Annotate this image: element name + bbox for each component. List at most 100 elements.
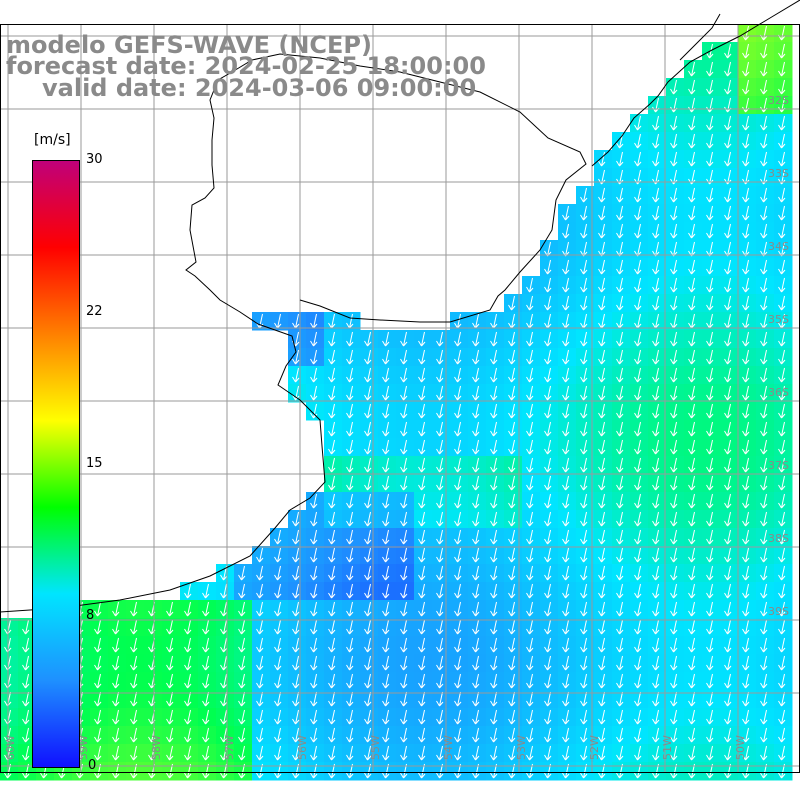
wind-arrow [256,637,264,653]
wind-arrow [616,259,624,275]
wind-arrow [310,511,318,527]
wind-arrow [346,637,354,653]
longitude-label: 60W [4,735,17,760]
wind-arrow [616,403,624,419]
wind-arrow [670,529,678,545]
wind-arrow [472,457,480,473]
wind-arrow [436,637,444,653]
wind-arrow [688,655,696,671]
wind-arrow [472,637,480,653]
wind-arrow [742,673,750,689]
wind-arrow [436,565,444,581]
wind-arrow [562,475,570,491]
wind-arrow [688,565,696,581]
wind-arrow [778,637,786,653]
wind-arrow [508,727,516,743]
wind-arrow [778,385,786,401]
wind-arrow [598,367,606,383]
wind-arrow [292,367,300,383]
wind-arrow [238,673,246,689]
wind-arrow [670,313,678,329]
wind-arrow [616,367,624,383]
wind-arrow [598,529,606,545]
wind-arrow [238,583,246,599]
wind-arrow [652,277,660,293]
wind-arrow [724,349,732,365]
wind-arrow [382,727,390,743]
wind-arrow [724,151,732,167]
wind-arrow [292,745,300,761]
wind-arrow [778,565,786,581]
wind-arrow [328,475,336,491]
wind-arrow [292,565,300,581]
coastline-east [591,0,800,167]
wind-arrow [580,619,588,635]
wind-arrow [688,421,696,437]
wind-arrow [634,277,642,293]
wind-arrow [328,601,336,617]
wind-arrow [508,547,516,563]
wind-arrow [382,421,390,437]
wind-arrow [292,547,300,563]
wind-arrow [418,655,426,671]
wind-arrow [454,619,462,635]
wind-arrow [364,583,372,599]
wind-arrow [364,457,372,473]
wind-arrow [130,727,138,743]
wind-arrow [274,529,282,545]
wind-arrow [562,403,570,419]
wind-arrow [616,619,624,635]
wind-arrow [346,619,354,635]
wind-arrow [490,727,498,743]
wind-arrow [616,385,624,401]
wind-arrow [202,691,210,707]
wind-arrow [706,691,714,707]
wind-arrow [616,547,624,563]
wind-arrow [634,673,642,689]
wind-arrow [688,619,696,635]
wind-arrow [112,727,120,743]
wind-arrow [256,601,264,617]
wind-arrow [652,475,660,491]
wind-arrow [400,385,408,401]
wind-arrow [598,727,606,743]
longitude-label: 58W [150,735,163,760]
wind-arrow [328,367,336,383]
colorbar-tick-label: 15 [86,456,103,471]
wind-arrow [742,367,750,383]
wind-arrow [364,493,372,509]
wind-arrow [634,133,642,149]
wind-arrow [436,421,444,437]
wind-arrow [760,475,768,491]
wind-arrow [670,709,678,725]
wind-arrow [598,295,606,311]
wind-arrow [616,349,624,365]
wind-arrow [742,529,750,545]
wind-arrow [220,637,228,653]
wind-arrow [508,439,516,455]
latitude-label: 39S [768,605,789,618]
wind-arrow [634,547,642,563]
wind-arrow [310,583,318,599]
wind-arrow [706,619,714,635]
longitude-label: 56W [296,735,309,760]
wind-arrow [328,313,336,329]
wind-arrow [598,565,606,581]
wind-arrow [220,691,228,707]
wind-arrow [670,727,678,743]
wind-arrow [508,331,516,347]
wind-arrow [616,313,624,329]
wind-arrow [616,421,624,437]
wind-arrow [598,277,606,293]
wind-arrow [364,421,372,437]
wind-arrow [706,529,714,545]
wind-arrow [472,691,480,707]
wind-arrow [670,457,678,473]
wind-arrow [562,349,570,365]
latitude-label: 38S [768,532,789,545]
wind-arrow [562,601,570,617]
wind-arrow [382,349,390,365]
wind-arrow [526,709,534,725]
wind-arrow [616,655,624,671]
wind-arrow [490,745,498,761]
